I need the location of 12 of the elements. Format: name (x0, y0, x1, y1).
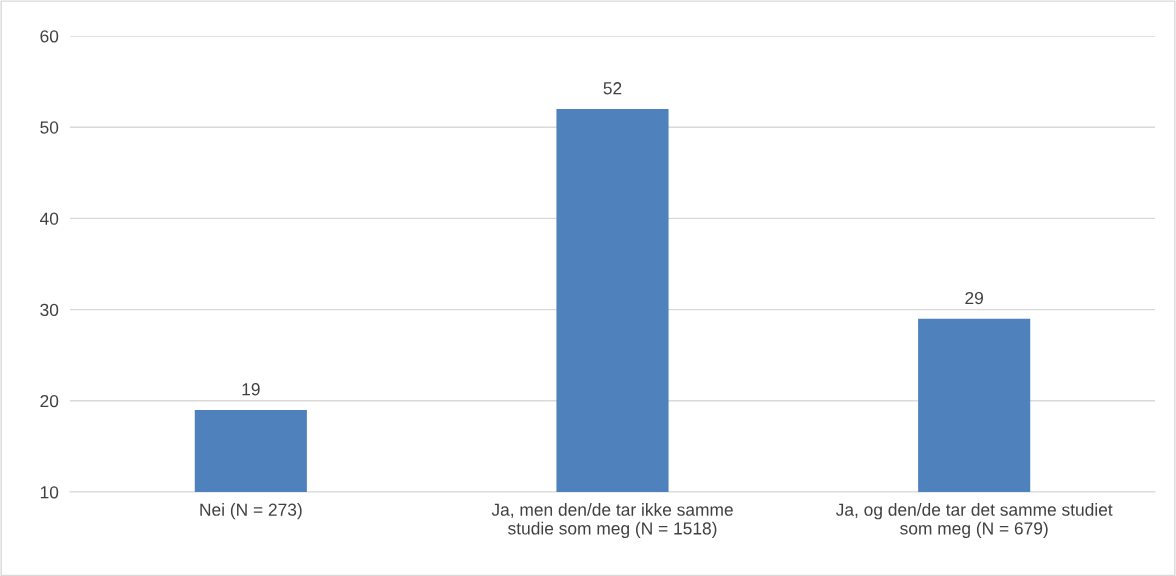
y-tick-label: 60 (40, 30, 59, 43)
x-tick-label: Nei (N = 273) (200, 503, 302, 520)
data-label: 29 (965, 291, 983, 305)
y-tick-label: 30 (40, 303, 59, 317)
x-tick-label: Ja, og den/de tar det samme studiet som meg (N = 679) (835, 503, 1113, 538)
y-tick-label: 40 (39, 212, 59, 225)
x-tick-label: Ja, men den/de tar ikke samme studie som meg (N = 1518) (491, 503, 733, 538)
y-tick-label: 10 (40, 486, 59, 499)
y-tick-label: 20 (40, 394, 59, 408)
data-label: 52 (603, 82, 622, 95)
y-tick-label: 50 (40, 121, 59, 134)
data-label: 19 (242, 383, 260, 396)
